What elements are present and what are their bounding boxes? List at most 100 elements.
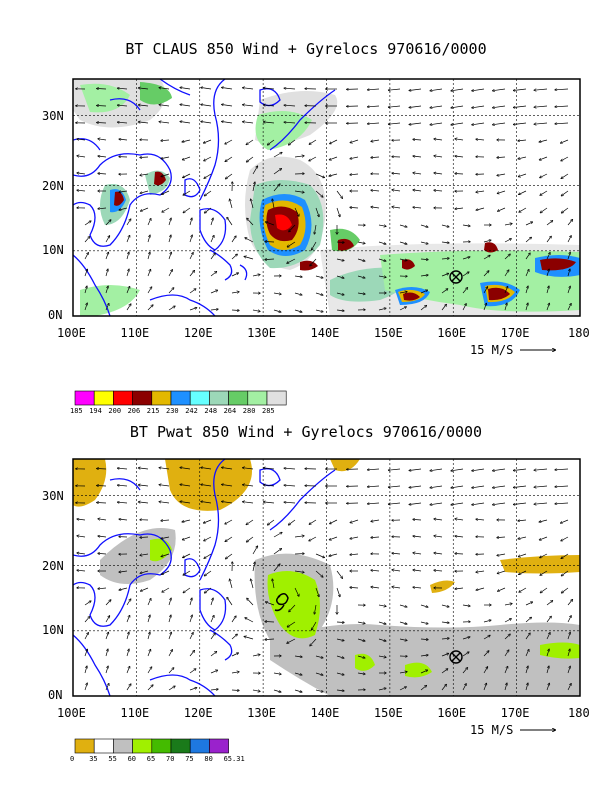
wind-vector (514, 468, 527, 471)
wind-vector (368, 123, 380, 124)
wind-vector (504, 287, 508, 294)
wind-vector (315, 190, 323, 197)
wind-vector (534, 89, 548, 90)
wind-vector (455, 519, 464, 520)
wind-vector (483, 620, 491, 623)
wind-vector (567, 252, 570, 260)
panel1-lat-30N: 30N (42, 109, 64, 123)
wind-vector (231, 310, 239, 311)
wind-vector (368, 486, 380, 487)
wind-vector (205, 570, 212, 576)
wind-vector (189, 633, 193, 640)
wind-vector (247, 218, 254, 226)
wind-vector (140, 174, 149, 175)
wind-vector (483, 635, 490, 640)
wind-vector (315, 173, 324, 178)
wind-vector (222, 88, 233, 90)
wind-vector (378, 688, 386, 691)
wind-vector (413, 190, 422, 191)
wind-vector (272, 579, 275, 589)
wind-vector (567, 666, 570, 674)
wind-vector (371, 537, 380, 538)
wind-vector (205, 207, 212, 213)
wind-vector (161, 520, 170, 521)
wind-vector (504, 224, 512, 225)
wind-vector (247, 598, 254, 606)
panel2-lat-10N: 10N (42, 623, 64, 637)
wind-vector (498, 207, 506, 211)
wind-vector (336, 242, 344, 243)
wind-vector (252, 690, 260, 691)
wind-vector (252, 166, 258, 175)
wind-vector (168, 235, 171, 243)
wind-vector (139, 105, 149, 106)
legend-value: 55 (108, 755, 117, 763)
wind-vector (357, 241, 365, 244)
wind-vector (420, 275, 428, 276)
wind-vector (159, 105, 170, 106)
wind-vector (420, 686, 426, 691)
wind-vector (222, 502, 233, 504)
wind-vector (159, 468, 170, 469)
wind-vector (441, 274, 449, 277)
wind-vector (371, 190, 380, 191)
wind-vector (534, 123, 548, 124)
wind-vector (357, 673, 365, 674)
wind-vector (139, 122, 149, 123)
wind-vector (555, 106, 569, 107)
wind-vector (264, 485, 275, 486)
wind-vector (476, 587, 485, 590)
wind-vector (389, 89, 401, 90)
wind-vector (180, 485, 191, 487)
wind-vector (441, 224, 449, 227)
wind-vector (315, 207, 319, 217)
wind-vector (126, 649, 129, 657)
wind-vector (84, 253, 88, 260)
wind-vector (294, 587, 299, 596)
wind-vector (126, 616, 130, 623)
lon-label: 180 (568, 326, 590, 340)
wind-vector (561, 519, 569, 523)
legend-value: 65 (146, 755, 156, 763)
wind-vector (472, 105, 485, 108)
wind-vector (105, 684, 109, 691)
wind-vector (77, 553, 86, 554)
wind-vector (84, 683, 87, 691)
wind-vector (434, 139, 443, 140)
wind-vector (455, 536, 464, 537)
wind-vector (243, 502, 254, 503)
wind-vector (294, 276, 302, 277)
wind-vector (378, 241, 386, 244)
wind-vector (182, 519, 191, 522)
wind-vector (430, 122, 443, 125)
wind-vector (312, 621, 317, 630)
wind-vector (189, 271, 194, 277)
wind-vector (183, 156, 191, 160)
panel1-lat-20N: 20N (42, 179, 64, 193)
wind-vector (336, 690, 344, 691)
legend-swatch (132, 390, 153, 406)
wind-vector (84, 601, 91, 606)
wind-vector (284, 485, 296, 486)
wind-vector (541, 207, 548, 213)
wind-vector (399, 638, 407, 641)
legend-swatch (209, 738, 229, 754)
wind-vector (567, 649, 570, 657)
wind-vector (441, 669, 448, 674)
wind-vector (534, 503, 548, 504)
wind-vector (534, 469, 548, 470)
wind-vector (330, 156, 338, 160)
wind-vector (126, 599, 131, 606)
wind-vector (189, 235, 192, 243)
wind-vector (350, 139, 359, 143)
wind-vector (140, 554, 149, 555)
lon-label: 140E (310, 326, 340, 340)
wind-vector (462, 637, 470, 640)
wind-vector (265, 259, 275, 260)
legend-value: 35 (89, 755, 98, 763)
wind-vector (231, 273, 238, 277)
legend-swatch (170, 738, 191, 754)
wind-vector (315, 292, 323, 295)
wind-vector (284, 88, 296, 89)
wind-vector (264, 122, 275, 123)
